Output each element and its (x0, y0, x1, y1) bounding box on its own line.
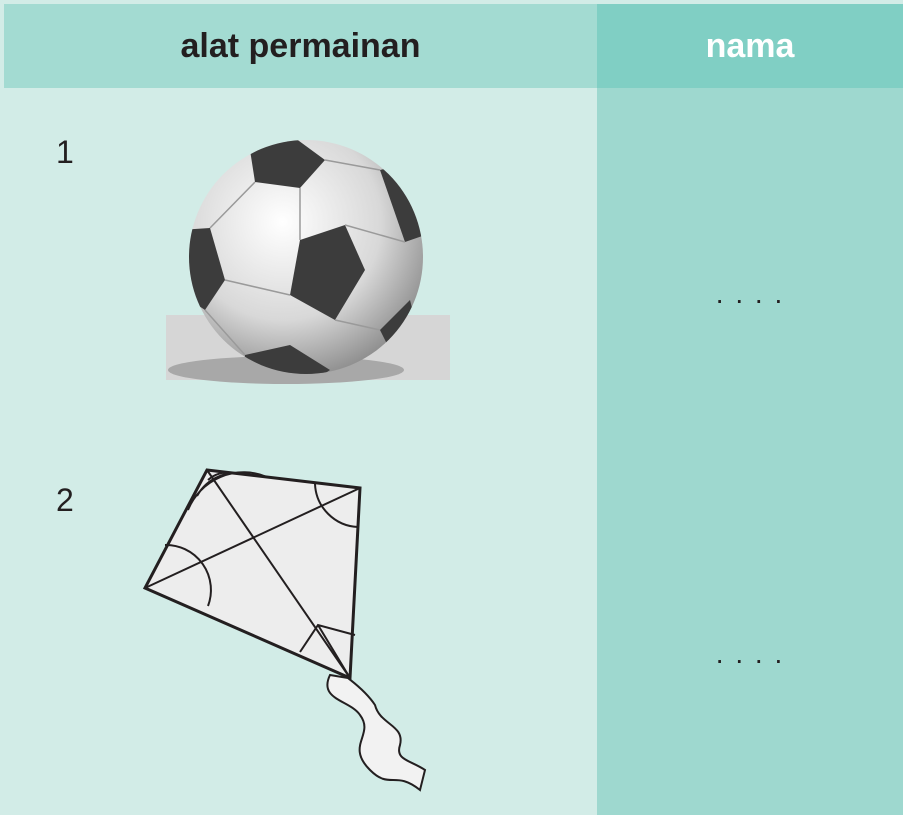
column-bg (597, 88, 903, 815)
soccer-ball (166, 140, 450, 384)
kite (142, 468, 427, 792)
header-cell: nama (597, 4, 903, 88)
row-number: 2 (56, 482, 74, 518)
illustrations (142, 140, 450, 792)
answer-blank: . . . . (715, 278, 785, 309)
answer-blank: . . . . (715, 638, 785, 669)
header-cell: alat permainan (4, 4, 597, 88)
row-number: 1 (56, 134, 74, 170)
